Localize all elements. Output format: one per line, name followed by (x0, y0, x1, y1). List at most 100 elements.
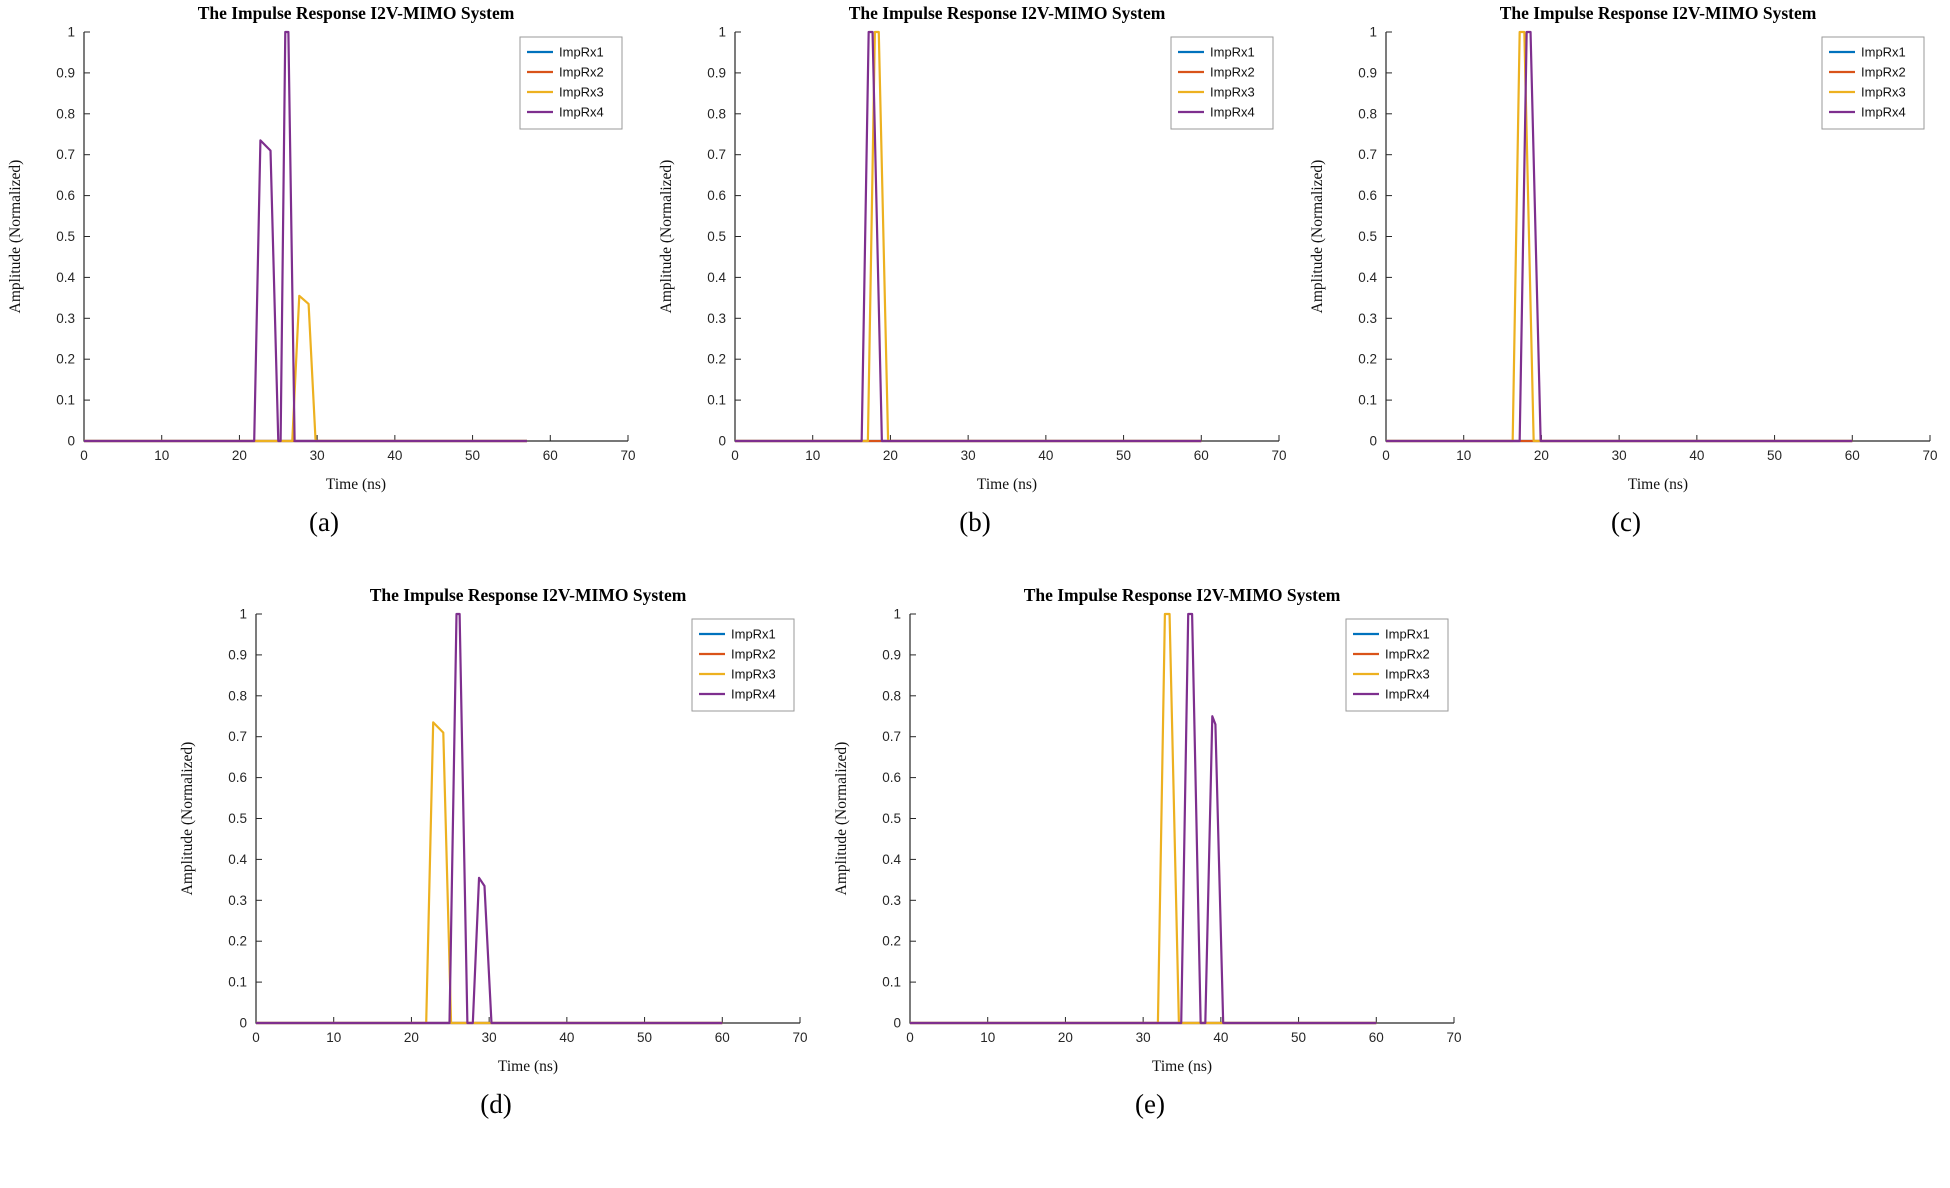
y-tick-label: 0.9 (56, 65, 75, 80)
chart-svg: The Impulse Response I2V-MIMO System Ampl… (658, 3, 1287, 493)
y-axis-label: Amplitude (Normalized) (179, 742, 196, 896)
panel-caption-e: (e) (1135, 1089, 1165, 1119)
y-tick-label: 0.2 (56, 352, 75, 367)
x-tick-label: 50 (465, 448, 480, 463)
x-tick-label: 40 (1213, 1030, 1228, 1045)
x-tick-label: 20 (404, 1030, 419, 1045)
legend-label-ImpRx2: ImpRx2 (1385, 647, 1430, 662)
x-tick-label: 30 (1612, 448, 1627, 463)
legend-label-ImpRx3: ImpRx3 (731, 667, 776, 682)
y-tick-label: 1 (718, 25, 726, 40)
legend-label-ImpRx2: ImpRx2 (731, 647, 776, 662)
legend-label-ImpRx3: ImpRx3 (1385, 667, 1430, 682)
chart-title: The Impulse Response I2V-MIMO System (198, 3, 515, 23)
impulse-chart-panel-c: The Impulse Response I2V-MIMO System Ampl… (1306, 2, 1946, 538)
x-axis-label: Time (ns) (1628, 476, 1688, 493)
legend-label-ImpRx4: ImpRx4 (731, 687, 776, 702)
chart-svg: The Impulse Response I2V-MIMO System Ampl… (1309, 3, 1938, 493)
y-tick-label: 0.4 (882, 852, 901, 867)
impulse-chart-panel-b: The Impulse Response I2V-MIMO System Ampl… (655, 2, 1295, 538)
x-tick-label: 50 (637, 1030, 652, 1045)
legend-label-ImpRx2: ImpRx2 (1210, 65, 1255, 80)
y-tick-label: 0.5 (707, 229, 726, 244)
y-tick-label: 0.3 (1358, 311, 1377, 326)
y-tick-label: 0.1 (1358, 393, 1377, 408)
impulse-chart-a: The Impulse Response I2V-MIMO System Ampl… (4, 2, 644, 499)
legend-label-ImpRx3: ImpRx3 (1210, 85, 1255, 100)
legend-label-ImpRx1: ImpRx1 (1210, 45, 1255, 60)
y-tick-label: 0.8 (1358, 106, 1377, 121)
y-tick-label: 0.6 (707, 188, 726, 203)
x-tick-label: 0 (80, 448, 88, 463)
y-axis-label: Amplitude (Normalized) (1309, 160, 1326, 314)
x-tick-label: 60 (1369, 1030, 1384, 1045)
legend-label-ImpRx4: ImpRx4 (1861, 105, 1906, 120)
legend-label-ImpRx2: ImpRx2 (559, 65, 604, 80)
y-tick-label: 0.5 (1358, 229, 1377, 244)
y-axis-label: Amplitude (Normalized) (7, 160, 24, 314)
legend-label-ImpRx2: ImpRx2 (1861, 65, 1906, 80)
y-tick-label: 1 (1369, 25, 1377, 40)
y-tick-label: 0.6 (228, 770, 247, 785)
x-tick-label: 0 (252, 1030, 260, 1045)
x-tick-label: 10 (326, 1030, 341, 1045)
legend-label-ImpRx3: ImpRx3 (559, 85, 604, 100)
figure-grid: The Impulse Response I2V-MIMO System Ampl… (4, 2, 1946, 1120)
x-tick-label: 50 (1291, 1030, 1306, 1045)
series-ImpRx4 (910, 612, 1377, 1025)
legend-label-ImpRx1: ImpRx1 (1861, 45, 1906, 60)
x-tick-label: 50 (1767, 448, 1782, 463)
impulse-chart-c: The Impulse Response I2V-MIMO System Ampl… (1306, 2, 1946, 499)
x-tick-label: 30 (1136, 1030, 1151, 1045)
series-ImpRx4 (1386, 30, 1853, 443)
x-tick-label: 0 (1382, 448, 1390, 463)
y-tick-label: 0.5 (228, 811, 247, 826)
y-tick-label: 0.3 (707, 311, 726, 326)
y-tick-label: 0.2 (228, 934, 247, 949)
y-tick-label: 1 (239, 607, 247, 622)
y-tick-label: 0.9 (882, 647, 901, 662)
y-tick-label: 1 (893, 607, 901, 622)
y-tick-label: 0 (893, 1016, 901, 1031)
impulse-chart-panel-d: The Impulse Response I2V-MIMO System Ampl… (176, 584, 816, 1120)
y-tick-label: 0 (718, 434, 726, 449)
y-tick-label: 0.9 (1358, 65, 1377, 80)
x-tick-label: 20 (1534, 448, 1549, 463)
x-axis-label: Time (ns) (977, 476, 1037, 493)
x-axis-label: Time (ns) (326, 476, 386, 493)
y-tick-label: 0.6 (56, 188, 75, 203)
chart-title: The Impulse Response I2V-MIMO System (370, 585, 687, 605)
y-tick-label: 0.4 (228, 852, 247, 867)
y-tick-label: 0.7 (56, 147, 75, 162)
legend-label-ImpRx4: ImpRx4 (1210, 105, 1255, 120)
y-tick-label: 0.9 (707, 65, 726, 80)
y-tick-label: 0 (67, 434, 75, 449)
y-tick-label: 0.2 (1358, 352, 1377, 367)
impulse-chart-panel-e: The Impulse Response I2V-MIMO System Ampl… (830, 584, 1470, 1120)
x-axis-label: Time (ns) (1152, 1058, 1212, 1075)
panel-caption-c: (c) (1611, 507, 1641, 537)
x-tick-label: 70 (1922, 448, 1937, 463)
legend-label-ImpRx3: ImpRx3 (1861, 85, 1906, 100)
legend-label-ImpRx1: ImpRx1 (559, 45, 604, 60)
series-ImpRx3 (910, 612, 1377, 1025)
legend-box (519, 36, 623, 130)
y-tick-label: 0.7 (707, 147, 726, 162)
x-tick-label: 30 (482, 1030, 497, 1045)
y-tick-label: 0.6 (882, 770, 901, 785)
y-tick-label: 0.7 (1358, 147, 1377, 162)
chart-svg: The Impulse Response I2V-MIMO System Ampl… (179, 585, 808, 1075)
legend: ImpRx1 ImpRx2 ImpRx3 ImpRx4 (519, 36, 623, 130)
legend: ImpRx1 ImpRx2 ImpRx3 ImpRx4 (1170, 36, 1274, 130)
y-tick-label: 0.4 (56, 270, 75, 285)
x-tick-label: 20 (232, 448, 247, 463)
x-tick-label: 0 (731, 448, 739, 463)
impulse-chart-e: The Impulse Response I2V-MIMO System Ampl… (830, 584, 1470, 1081)
x-tick-label: 30 (961, 448, 976, 463)
legend: ImpRx1 ImpRx2 ImpRx3 ImpRx4 (1821, 36, 1925, 130)
y-tick-label: 0.5 (56, 229, 75, 244)
legend-label-ImpRx4: ImpRx4 (1385, 687, 1430, 702)
x-tick-label: 40 (559, 1030, 574, 1045)
y-tick-label: 0.2 (707, 352, 726, 367)
y-tick-label: 0.3 (882, 893, 901, 908)
